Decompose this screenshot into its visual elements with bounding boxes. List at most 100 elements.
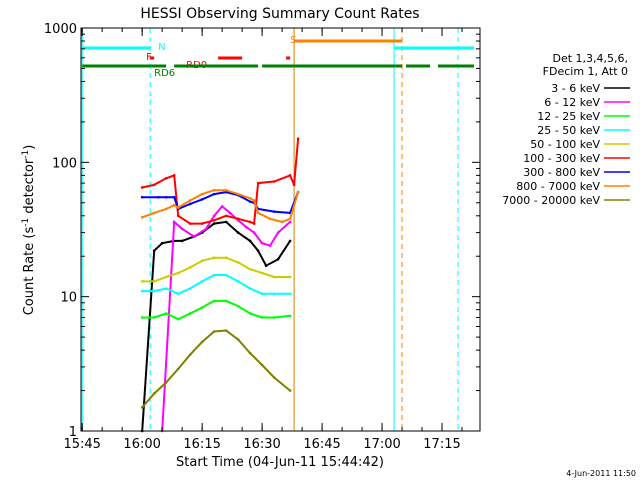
series-line-6 xyxy=(142,191,300,214)
x-tick-label: 15:45 xyxy=(63,437,100,452)
series-point-6-10 xyxy=(248,200,252,203)
series-point-5-8 xyxy=(224,214,228,218)
series-point-8-2 xyxy=(164,381,168,384)
series-point-1-4 xyxy=(204,227,208,231)
series-point-8-11 xyxy=(272,376,276,379)
series-point-5-4 xyxy=(176,214,180,218)
series-point-3-4 xyxy=(188,287,192,290)
series-point-8-10 xyxy=(260,363,264,367)
series-point-8-9 xyxy=(248,351,252,355)
legend-label-4: 50 - 100 keV xyxy=(530,138,600,151)
series-point-0-2 xyxy=(160,241,164,245)
legend-label-7: 800 - 7000 keV xyxy=(516,180,600,193)
series-point-7-10 xyxy=(248,196,252,200)
series-point-5-9 xyxy=(236,217,240,221)
series-point-2-0 xyxy=(140,316,144,319)
series-point-7-6 xyxy=(200,192,204,196)
series-point-7-5 xyxy=(188,199,192,202)
series-point-3-11 xyxy=(272,292,276,296)
series-point-1-11 xyxy=(260,241,264,245)
series-point-7-12 xyxy=(256,211,260,215)
series-point-6-13 xyxy=(272,210,276,213)
flag-label-s: S xyxy=(290,35,296,46)
series-point-0-9 xyxy=(236,231,240,234)
series-point-2-8 xyxy=(236,304,240,308)
series-point-7-16 xyxy=(296,190,300,194)
series-point-5-14 xyxy=(288,174,292,177)
series-point-4-12 xyxy=(288,275,292,279)
series-point-0-13 xyxy=(276,257,280,261)
series-point-8-1 xyxy=(152,392,156,395)
flag-label-n: N xyxy=(158,42,165,53)
series-point-7-7 xyxy=(212,188,216,192)
series-point-0-7 xyxy=(212,222,216,225)
series-point-8-7 xyxy=(224,329,228,332)
series-point-7-3 xyxy=(172,203,176,207)
chart-title: HESSI Observing Summary Count Rates xyxy=(140,6,419,22)
series-point-0-8 xyxy=(224,220,228,224)
series-point-5-0 xyxy=(140,186,144,189)
series-point-3-8 xyxy=(236,280,240,283)
series-point-1-3 xyxy=(192,235,196,238)
series-point-6-8 xyxy=(224,190,228,194)
series-point-7-14 xyxy=(280,220,284,224)
series-point-3-1 xyxy=(152,289,156,293)
series-point-8-3 xyxy=(176,367,180,371)
series-point-3-7 xyxy=(224,273,228,277)
series-point-5-11 xyxy=(252,222,256,225)
series-point-3-2 xyxy=(164,287,168,290)
series-point-3-0 xyxy=(140,289,144,293)
series-point-3-6 xyxy=(212,273,216,277)
series-point-4-9 xyxy=(248,267,252,271)
series-point-8-8 xyxy=(236,338,240,341)
series-point-2-11 xyxy=(272,316,276,319)
series-point-5-10 xyxy=(248,220,252,224)
series-point-3-12 xyxy=(288,292,292,296)
series-point-5-13 xyxy=(272,180,276,183)
series-point-1-2 xyxy=(180,227,184,231)
series-point-7-0 xyxy=(140,215,144,219)
x-tick-label: 17:15 xyxy=(423,437,460,452)
series-point-4-2 xyxy=(164,275,168,279)
series-point-6-5 xyxy=(188,202,192,206)
series-point-1-1 xyxy=(172,220,176,224)
series-point-8-5 xyxy=(200,340,204,344)
series-point-7-8 xyxy=(224,188,228,192)
y-tick-label: 1 xyxy=(69,425,77,440)
series-point-0-4 xyxy=(180,239,184,243)
series-point-4-0 xyxy=(140,280,144,283)
flag-label-rd6: RD6 xyxy=(154,68,175,79)
series-point-8-6 xyxy=(212,330,216,333)
y-tick-label: 100 xyxy=(52,156,77,171)
series-point-3-9 xyxy=(248,287,252,290)
series-point-1-9 xyxy=(244,225,248,229)
series-point-5-2 xyxy=(164,177,168,180)
series-point-1-5 xyxy=(212,214,216,218)
series-point-7-9 xyxy=(236,192,240,196)
series-point-7-4 xyxy=(176,206,180,209)
series-point-1-7 xyxy=(228,211,232,215)
y-tick-label: 1000 xyxy=(44,22,77,37)
series-point-2-10 xyxy=(260,316,264,319)
series-point-4-8 xyxy=(236,261,240,264)
series-point-7-13 xyxy=(268,217,272,221)
series-line-4 xyxy=(142,256,291,283)
series-point-4-10 xyxy=(260,271,264,275)
series-point-4-4 xyxy=(188,266,192,269)
series-point-6-1 xyxy=(156,195,160,199)
series-point-3-5 xyxy=(200,280,204,283)
series-point-2-9 xyxy=(248,312,252,315)
series-point-6-6 xyxy=(200,198,204,201)
series-point-1-10 xyxy=(252,231,256,234)
series-point-2-1 xyxy=(152,316,156,319)
series-point-3-10 xyxy=(260,292,264,296)
flag-label-f: F xyxy=(146,52,152,63)
legend: Det 1,3,4,5,6,FDecim 1, Att 0 3 - 6 keV6 … xyxy=(502,52,630,207)
series-point-4-5 xyxy=(200,259,204,263)
legend-label-0: 3 - 6 keV xyxy=(551,82,600,95)
series-line-2 xyxy=(142,299,291,321)
legend-label-3: 25 - 50 keV xyxy=(537,124,600,137)
plot-timestamp: 4-Jun-2011 11:50 xyxy=(566,469,636,478)
series-point-6-3 xyxy=(172,195,176,199)
